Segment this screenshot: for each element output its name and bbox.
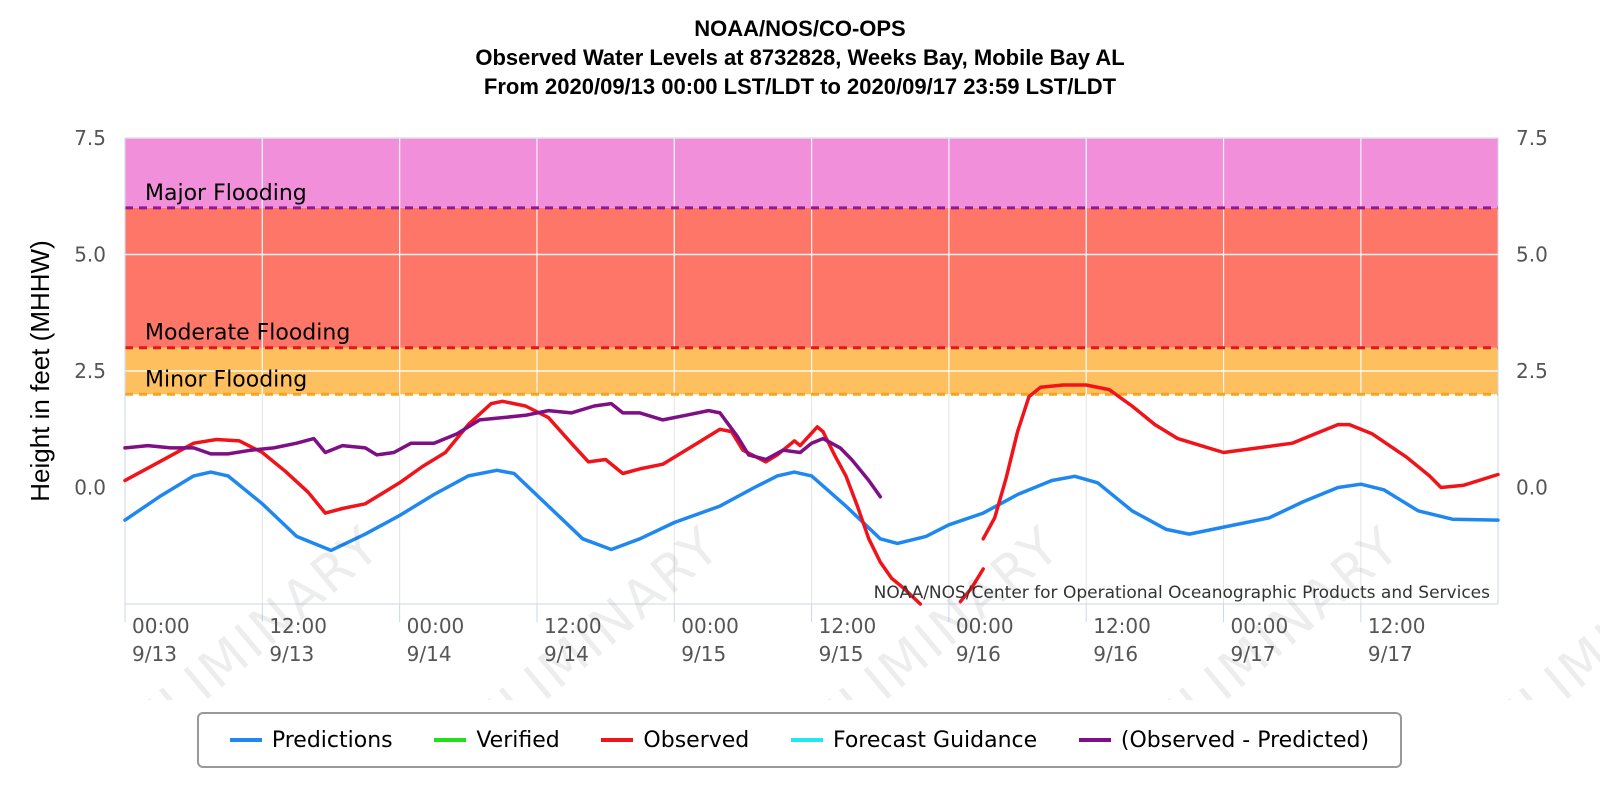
y-tick-label-left: 0.0 bbox=[74, 476, 106, 500]
preliminary-watermark: PRELIMINARY bbox=[65, 515, 392, 700]
legend-label-observed-minus-predicted: (Observed - Predicted) bbox=[1120, 727, 1370, 753]
legend-item-observed[interactable]: Observed bbox=[601, 728, 749, 753]
y-tick-label-right: 7.5 bbox=[1516, 126, 1548, 150]
preliminary-watermark: PRELIMINARY bbox=[1085, 515, 1412, 700]
series-line-observed bbox=[981, 383, 1500, 541]
x-tick-label-date: 9/14 bbox=[407, 642, 452, 666]
chart-title-line-3: From 2020/09/13 00:00 LST/LDT to 2020/09… bbox=[483, 74, 1117, 99]
preliminary-watermark: PRELIMINARY bbox=[1425, 515, 1600, 700]
legend-item-verified[interactable]: Verified bbox=[434, 727, 560, 753]
series-line-observed bbox=[123, 399, 923, 606]
x-tick-label-time: 00:00 bbox=[1231, 614, 1289, 638]
y-axis-label: Height in feet (MHHW) bbox=[25, 240, 55, 502]
x-tick-label-time: 12:00 bbox=[269, 614, 327, 638]
water-level-chart: Minor Flooding Moderate Flooding Major Flo… bbox=[25, 126, 1600, 700]
legend-swatch-verified bbox=[434, 738, 467, 742]
legend-item-forecast-guidance[interactable]: Forecast Guidance bbox=[790, 727, 1038, 753]
y-tick-label-left: 5.0 bbox=[74, 243, 106, 267]
legend-label-verified: Verified bbox=[476, 727, 560, 753]
major-flooding-label: Major Flooding bbox=[145, 181, 307, 206]
moderate-flooding-label: Moderate Flooding bbox=[145, 321, 350, 346]
chart-title-line-2: Observed Water Levels at 8732828, Weeks … bbox=[475, 45, 1125, 70]
x-tick-label-date: 9/17 bbox=[1231, 642, 1276, 666]
x-tick-label-date: 9/13 bbox=[269, 642, 314, 666]
series-line-observed-predicted bbox=[123, 401, 883, 499]
x-tick-label-date: 9/15 bbox=[819, 642, 864, 666]
x-tick-label-date: 9/16 bbox=[956, 642, 1001, 666]
legend-swatch-forecast-guidance bbox=[790, 738, 823, 742]
y-tick-label-right: 2.5 bbox=[1516, 359, 1548, 383]
x-tick-label-time: 00:00 bbox=[407, 614, 465, 638]
y-tick-label-right: 0.0 bbox=[1516, 476, 1548, 500]
x-tick-label-date: 9/15 bbox=[681, 642, 726, 666]
y-tick-label-left: 2.5 bbox=[74, 359, 106, 383]
credit-text: NOAA/NOS/Center for Operational Oceanogr… bbox=[874, 583, 1490, 603]
legend: Predictions Verified Observed Forecast G… bbox=[197, 712, 1402, 768]
x-tick-label-time: 12:00 bbox=[1368, 614, 1426, 638]
x-tick-label-date: 9/17 bbox=[1368, 642, 1413, 666]
series-line-predictions bbox=[123, 468, 1500, 553]
preliminary-watermark: PRELIMINARY bbox=[405, 515, 732, 700]
x-tick-label-date: 9/14 bbox=[544, 642, 589, 666]
series-line-observed bbox=[958, 567, 985, 604]
legend-item-predictions[interactable]: Predictions bbox=[229, 727, 393, 753]
chart-title-line-1: NOAA/NOS/CO-OPS bbox=[694, 16, 906, 41]
x-tick-label-date: 9/13 bbox=[132, 642, 177, 666]
legend-label-observed: Observed bbox=[643, 727, 750, 753]
x-tick-label-time: 12:00 bbox=[1093, 614, 1151, 638]
chart-title: NOAA/NOS/CO-OPS Observed Water Levels at… bbox=[0, 14, 1600, 101]
legend-item-observed-minus-predicted[interactable]: (Observed - Predicted) bbox=[1078, 727, 1370, 753]
x-tick-label-time: 00:00 bbox=[132, 614, 190, 638]
x-tick-label-time: 12:00 bbox=[819, 614, 877, 638]
legend-swatch-observed bbox=[601, 738, 634, 742]
legend-swatch-predictions bbox=[229, 738, 262, 742]
legend-label-predictions: Predictions bbox=[271, 727, 393, 753]
y-tick-label-right: 5.0 bbox=[1516, 243, 1548, 267]
legend-swatch-observed-minus-predicted bbox=[1078, 738, 1111, 742]
minor-flooding-label: Minor Flooding bbox=[145, 367, 307, 392]
x-tick-label-time: 12:00 bbox=[544, 614, 602, 638]
x-tick-label-time: 00:00 bbox=[681, 614, 739, 638]
x-tick-label-time: 00:00 bbox=[956, 614, 1014, 638]
y-tick-label-left: 7.5 bbox=[74, 126, 106, 150]
legend-label-forecast-guidance: Forecast Guidance bbox=[832, 727, 1038, 753]
preliminary-watermark: PRELIMINARY bbox=[745, 515, 1072, 700]
x-tick-label-date: 9/16 bbox=[1093, 642, 1138, 666]
